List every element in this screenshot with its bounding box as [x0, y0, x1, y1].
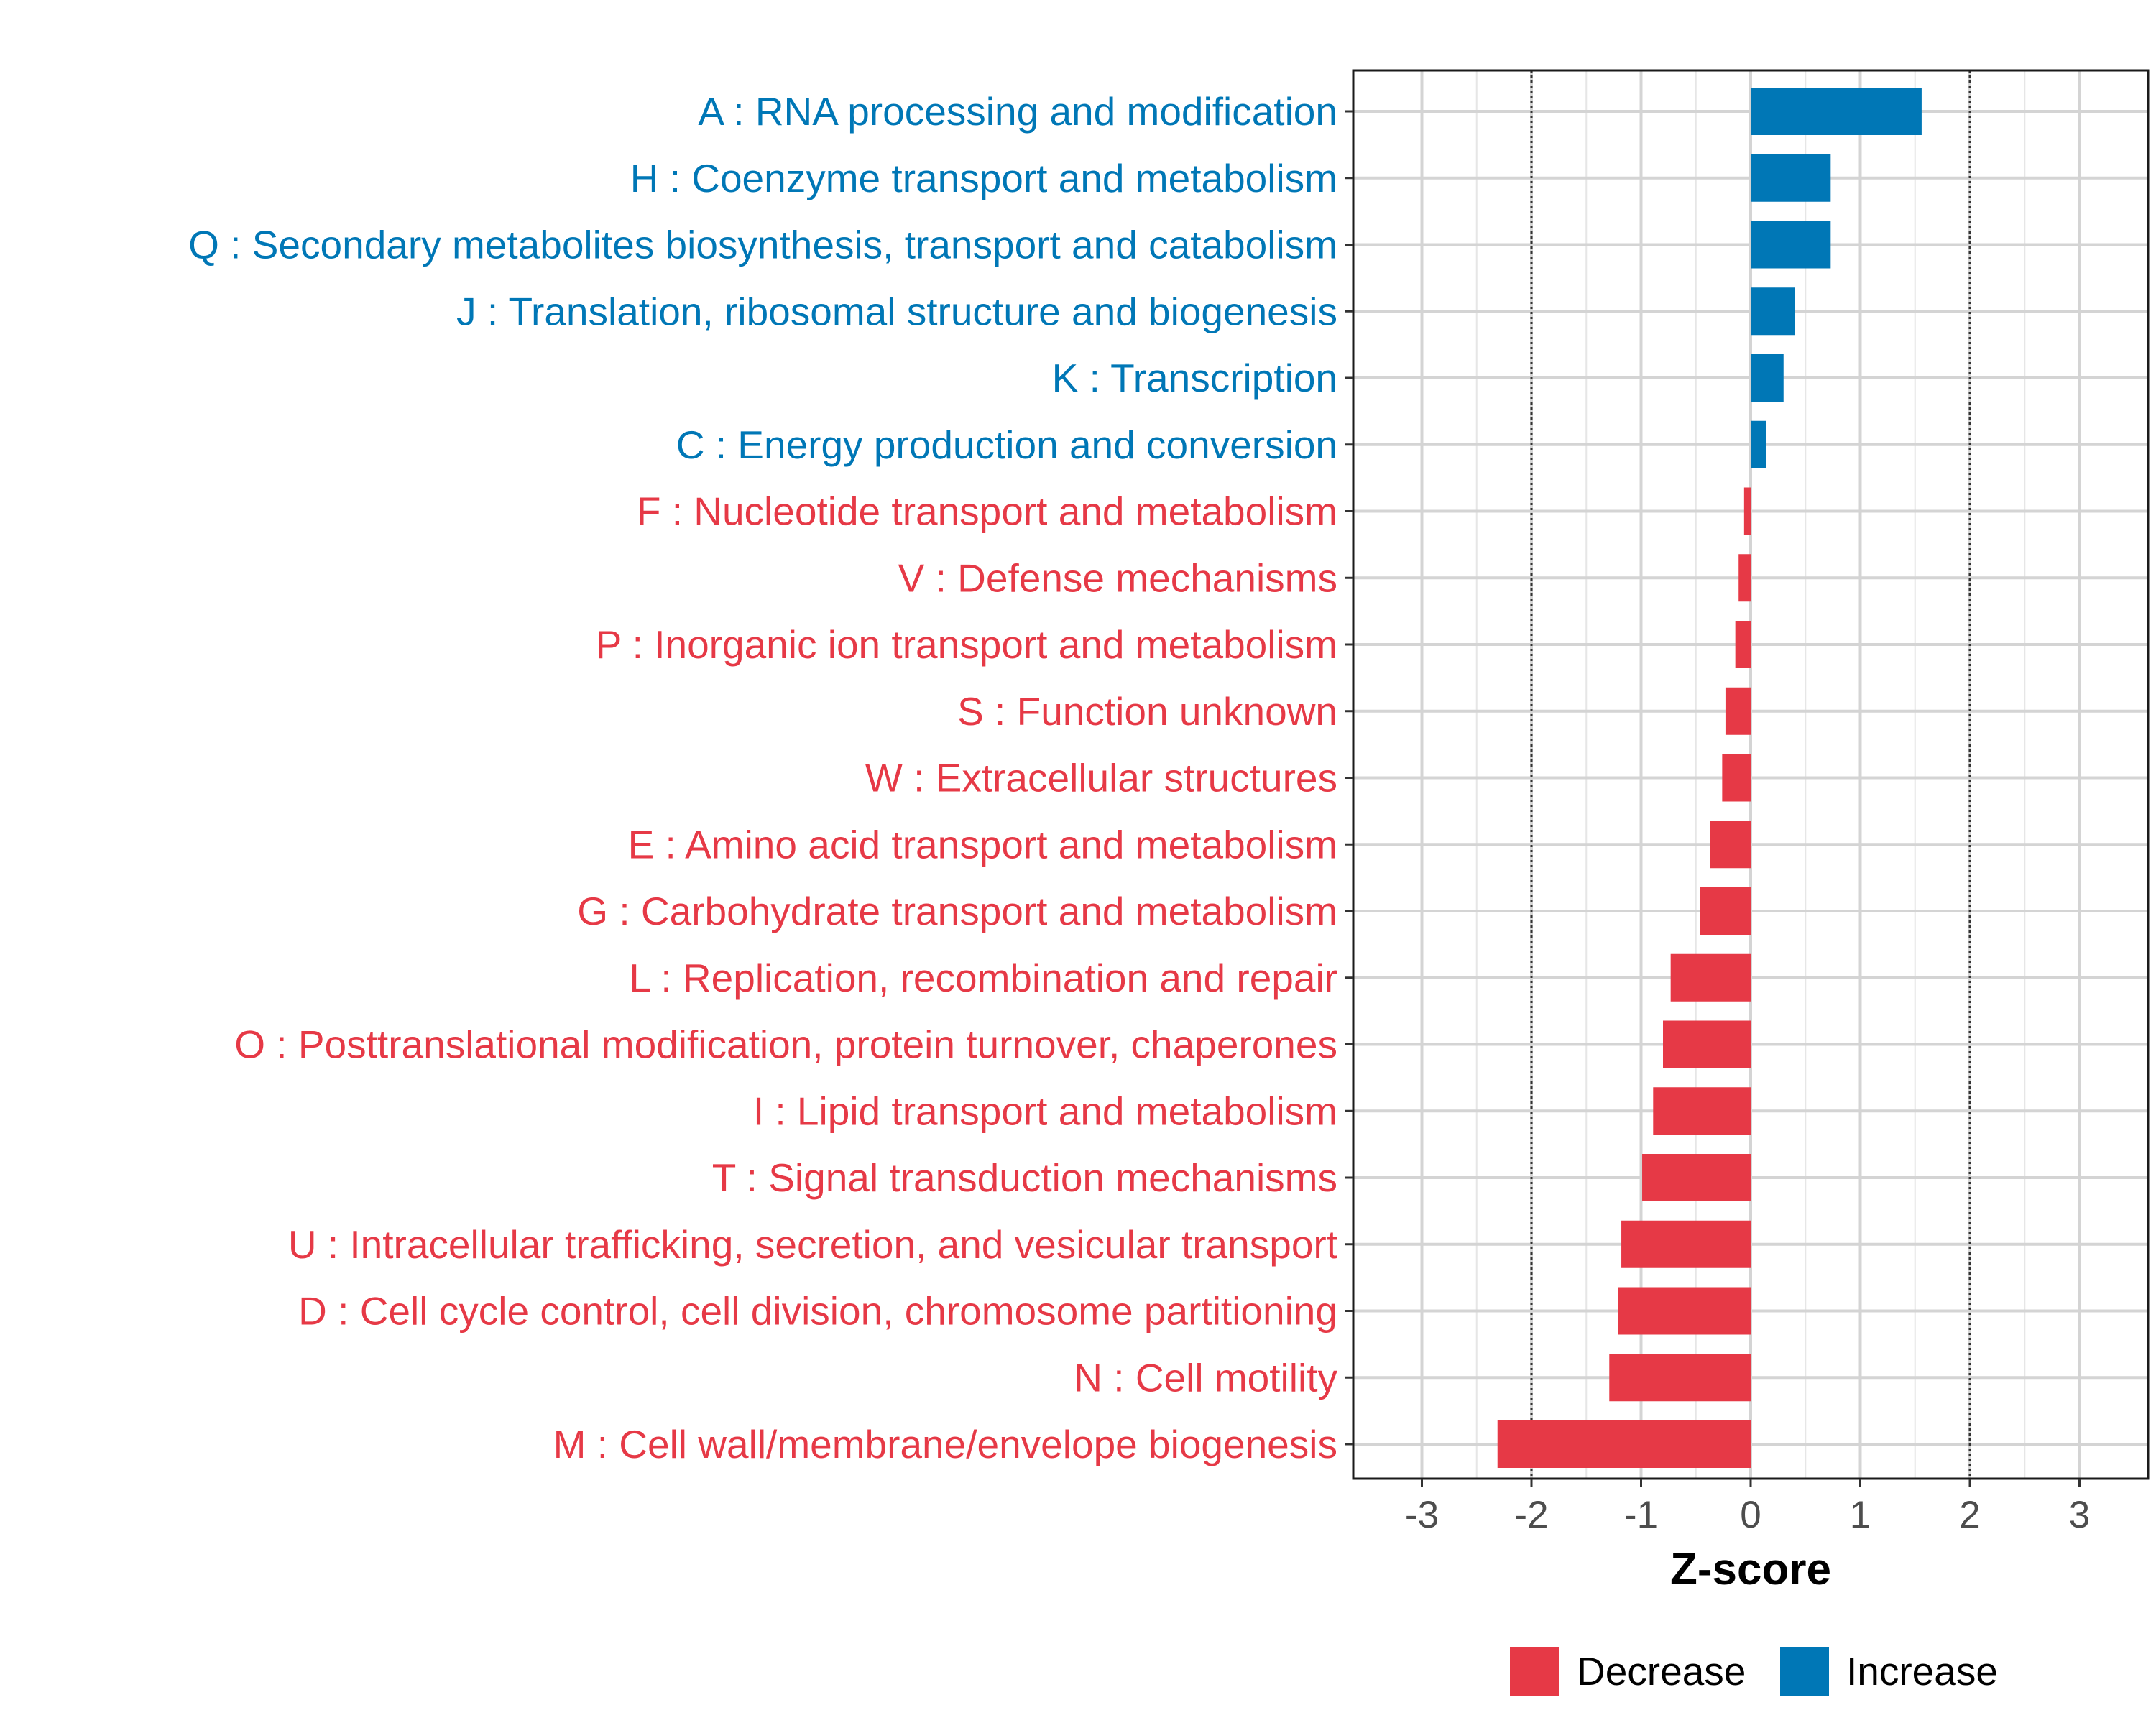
category-label: G : Carbohydrate transport and metabolis…	[577, 889, 1337, 933]
bar-increase	[1751, 88, 1922, 135]
bar-decrease	[1663, 1020, 1751, 1068]
category-label: T : Signal transduction mechanisms	[712, 1155, 1337, 1200]
bar-decrease	[1497, 1420, 1751, 1468]
legend-swatch-decrease	[1510, 1647, 1559, 1696]
bar-decrease	[1735, 621, 1751, 668]
bar-decrease	[1670, 953, 1751, 1002]
x-tick-label: 3	[2069, 1494, 2090, 1536]
x-tick-label: -2	[1514, 1494, 1548, 1536]
category-label: A : RNA processing and modification	[698, 89, 1337, 134]
bar-increase	[1751, 287, 1795, 336]
legend-swatch-increase	[1780, 1647, 1829, 1696]
category-label: H : Coenzyme transport and metabolism	[630, 156, 1337, 200]
legend-label-decrease: Decrease	[1577, 1649, 1746, 1694]
category-label: Q : Secondary metabolites biosynthesis, …	[188, 223, 1337, 267]
category-label: C : Energy production and conversion	[676, 422, 1337, 467]
category-label: M : Cell wall/membrane/envelope biogenes…	[553, 1422, 1337, 1466]
category-label: K : Transcription	[1052, 356, 1337, 400]
x-tick-label: -1	[1624, 1494, 1658, 1536]
bar-decrease	[1621, 1220, 1751, 1268]
reference-lines	[1530, 70, 1971, 1479]
bar-decrease	[1618, 1287, 1751, 1335]
x-tick-label: 2	[1959, 1494, 1980, 1536]
x-tick-label: 0	[1740, 1494, 1761, 1536]
bar-decrease	[1700, 887, 1751, 935]
x-axis-ticks: -3 -2 -1 0 1 2 3	[1405, 1479, 2090, 1536]
legend-label-increase: Increase	[1846, 1649, 1998, 1694]
category-label: S : Function unknown	[957, 689, 1337, 734]
bar-decrease	[1722, 754, 1751, 802]
category-label: P : Inorganic ion transport and metaboli…	[596, 622, 1337, 667]
category-label: D : Cell cycle control, cell division, c…	[298, 1289, 1337, 1334]
bars	[1497, 88, 1922, 1468]
y-axis-ticks: A : RNA processing and modification H : C…	[188, 89, 1353, 1466]
x-tick-label: 1	[1850, 1494, 1871, 1536]
bar-increase	[1751, 420, 1766, 468]
bar-increase	[1751, 354, 1784, 402]
category-label: W : Extracellular structures	[865, 756, 1337, 800]
category-label: U : Intracellular trafficking, secretion…	[288, 1222, 1337, 1267]
category-label: V : Defense mechanisms	[898, 555, 1337, 600]
category-label: J : Translation, ribosomal structure and…	[456, 289, 1337, 333]
category-label: N : Cell motility	[1074, 1355, 1337, 1400]
bar-decrease	[1609, 1354, 1751, 1402]
category-label: L : Replication, recombination and repai…	[630, 956, 1337, 1000]
bar-decrease	[1710, 821, 1751, 869]
bar-decrease	[1725, 687, 1751, 735]
category-label: O : Posttranslational modification, prot…	[234, 1022, 1337, 1067]
bar-decrease	[1642, 1154, 1751, 1201]
bar-increase	[1751, 221, 1831, 269]
category-label: E : Amino acid transport and metabolism	[628, 822, 1337, 867]
x-axis-label: Z-score	[1670, 1545, 1831, 1594]
bar-decrease	[1743, 487, 1751, 535]
legend: Decrease Increase	[1510, 1647, 1998, 1696]
bar-decrease	[1653, 1087, 1751, 1135]
category-label: I : Lipid transport and metabolism	[753, 1089, 1337, 1133]
category-label: F : Nucleotide transport and metabolism	[637, 489, 1337, 534]
bar-decrease	[1738, 554, 1751, 602]
x-tick-label: -3	[1405, 1494, 1439, 1536]
bar-increase	[1751, 154, 1831, 202]
